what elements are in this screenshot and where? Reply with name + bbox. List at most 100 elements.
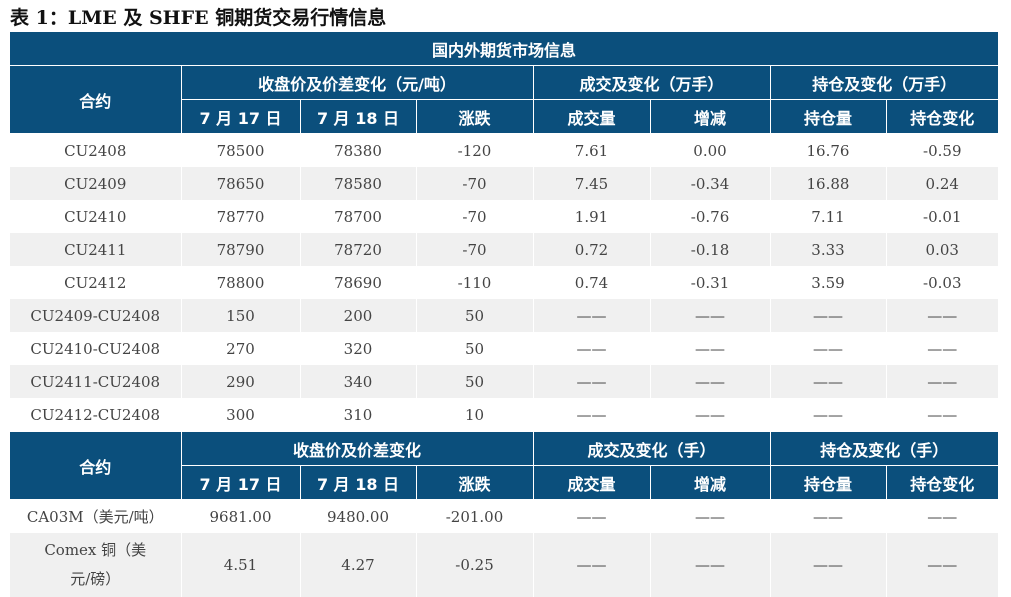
value-cell: 78580 bbox=[299, 167, 416, 200]
value-cell: —— bbox=[769, 365, 886, 398]
contract-cell: CU2411 bbox=[10, 233, 181, 266]
value-cell: —— bbox=[532, 533, 650, 597]
value-cell: 78380 bbox=[299, 133, 416, 167]
value-cell: 0.03 bbox=[885, 233, 999, 266]
value-cell: 200 bbox=[299, 299, 416, 332]
value-cell: —— bbox=[649, 332, 770, 365]
value-cell: —— bbox=[885, 365, 999, 398]
table-row: CU2410 78770 78700 -70 1.91 -0.76 7.11 -0.01 bbox=[10, 200, 999, 233]
value-cell: 50 bbox=[415, 365, 533, 398]
value-cell: —— bbox=[885, 332, 999, 365]
column-header: 成交量 bbox=[532, 465, 651, 500]
value-cell: —— bbox=[649, 299, 770, 332]
value-cell: 78800 bbox=[180, 266, 300, 299]
value-cell: -0.25 bbox=[415, 533, 533, 597]
volume-group-header: 成交及变化（万手） bbox=[532, 65, 771, 100]
value-cell: 78650 bbox=[180, 167, 300, 200]
column-header: 增减 bbox=[649, 99, 771, 134]
contract-cell: CU2412 bbox=[64, 273, 127, 292]
contract-cell: CA03M（美元/吨） bbox=[26, 508, 164, 526]
value-cell: 9681.00 bbox=[180, 499, 300, 533]
value-cell: 78790 bbox=[180, 233, 300, 266]
value-cell: —— bbox=[532, 299, 650, 332]
value-cell: —— bbox=[532, 332, 650, 365]
value-cell: 10 bbox=[415, 398, 533, 432]
value-cell: 150 bbox=[180, 299, 300, 332]
value-cell: —— bbox=[532, 499, 650, 533]
value-cell: 340 bbox=[299, 365, 416, 398]
column-header: 持仓量 bbox=[769, 99, 887, 134]
value-cell: 7.61 bbox=[532, 133, 650, 167]
value-cell: -0.34 bbox=[649, 167, 770, 200]
table-row: CU2409-CU2408 150 200 50 —— —— —— —— bbox=[10, 299, 999, 332]
column-header: 成交量 bbox=[532, 99, 651, 134]
value-cell: -0.01 bbox=[885, 200, 999, 233]
contract-cell: CU2410 bbox=[64, 207, 127, 226]
table-row: CA03M（美元/吨） 9681.00 9480.00 -201.00 —— —— —— —— bbox=[10, 499, 999, 533]
value-cell: —— bbox=[885, 398, 999, 432]
contract-cell: CU2410-CU2408 bbox=[30, 339, 161, 358]
value-cell: 4.51 bbox=[180, 533, 300, 597]
value-cell: -70 bbox=[415, 233, 533, 266]
value-cell: -70 bbox=[415, 167, 533, 200]
value-cell: —— bbox=[769, 499, 886, 533]
value-cell: —— bbox=[532, 398, 650, 432]
value-cell: -0.03 bbox=[885, 266, 999, 299]
value-cell: 50 bbox=[415, 299, 533, 332]
value-cell: 16.88 bbox=[769, 167, 886, 200]
table-row: CU2409 78650 78580 -70 7.45 -0.34 16.88 0.24 bbox=[10, 167, 999, 200]
column-header: 7 月 17 日 bbox=[181, 99, 301, 134]
value-cell: —— bbox=[769, 332, 886, 365]
contract-cell: Comex 铜（美元/磅） bbox=[10, 533, 181, 597]
table-row: CU2411 78790 78720 -70 0.72 -0.18 3.33 0.03 bbox=[10, 233, 999, 266]
value-cell: —— bbox=[885, 499, 999, 533]
column-header: 7 月 18 日 bbox=[299, 99, 417, 134]
column-header: 涨跌 bbox=[415, 99, 534, 134]
value-cell: 7.11 bbox=[769, 200, 886, 233]
value-cell: —— bbox=[649, 499, 770, 533]
price-group-header: 收盘价及价差变化 bbox=[180, 431, 534, 466]
value-cell: —— bbox=[649, 365, 770, 398]
value-cell: -110 bbox=[415, 266, 533, 299]
section-title: 国内外期货市场信息 bbox=[10, 31, 999, 66]
value-cell: 320 bbox=[299, 332, 416, 365]
contract-cell: CU2412-CU2408 bbox=[30, 405, 161, 424]
table-row: CU2408 78500 78380 -120 7.61 0.00 16.76 -0.59 bbox=[10, 133, 999, 167]
value-cell: 78770 bbox=[180, 200, 300, 233]
table-row: CU2410-CU2408 270 320 50 —— —— —— —— bbox=[10, 332, 999, 365]
table-title: 表 1：LME 及 SHFE 铜期货交易行情信息 bbox=[10, 7, 387, 29]
value-cell: -0.59 bbox=[885, 133, 999, 167]
value-cell: 9480.00 bbox=[299, 499, 416, 533]
value-cell: 270 bbox=[180, 332, 300, 365]
value-cell: 290 bbox=[180, 365, 300, 398]
contract-cell: CU2409-CU2408 bbox=[10, 299, 181, 332]
value-cell: -201.00 bbox=[415, 499, 533, 533]
volume-group-header: 成交及变化（手） bbox=[532, 431, 771, 466]
open-interest-group-header: 持仓及变化（手） bbox=[769, 431, 999, 466]
contract-cell: CU2409 bbox=[10, 167, 181, 200]
value-cell: 16.76 bbox=[769, 133, 886, 167]
contract-header: 合约 bbox=[10, 431, 182, 500]
header-row: 合约 收盘价及价差变化（元/吨） 成交及变化（万手） 持仓及变化（万手） bbox=[10, 65, 999, 134]
column-header: 涨跌 bbox=[415, 465, 534, 500]
contract-header: 合约 bbox=[10, 65, 182, 134]
value-cell: —— bbox=[769, 398, 886, 432]
value-cell: 50 bbox=[415, 332, 533, 365]
value-cell: 78720 bbox=[299, 233, 416, 266]
futures-table: 国内外期货市场信息 合约 收盘价及价差变化（元/吨） 成交及变化（万手） 持仓及变化（万… bbox=[10, 31, 999, 597]
value-cell: —— bbox=[885, 299, 999, 332]
value-cell: 300 bbox=[180, 398, 300, 432]
value-cell: 78500 bbox=[180, 133, 300, 167]
price-group-header: 收盘价及价差变化（元/吨） bbox=[180, 65, 534, 100]
open-interest-group-header: 持仓及变化（万手） bbox=[769, 65, 999, 100]
value-cell: 4.27 bbox=[299, 533, 416, 597]
contract-cell: CU2408 bbox=[64, 141, 127, 160]
column-header: 增减 bbox=[649, 465, 771, 500]
column-header: 持仓变化 bbox=[885, 99, 999, 134]
column-header: 7 月 18 日 bbox=[299, 465, 417, 500]
column-header: 持仓量 bbox=[769, 465, 887, 500]
value-cell: 0.74 bbox=[532, 266, 650, 299]
table-row: CU2411-CU2408 290 340 50 —— —— —— —— bbox=[10, 365, 999, 398]
value-cell: 0.72 bbox=[532, 233, 650, 266]
